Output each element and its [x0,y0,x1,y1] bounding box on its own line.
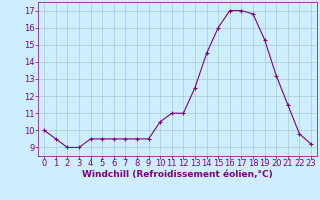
X-axis label: Windchill (Refroidissement éolien,°C): Windchill (Refroidissement éolien,°C) [82,170,273,179]
